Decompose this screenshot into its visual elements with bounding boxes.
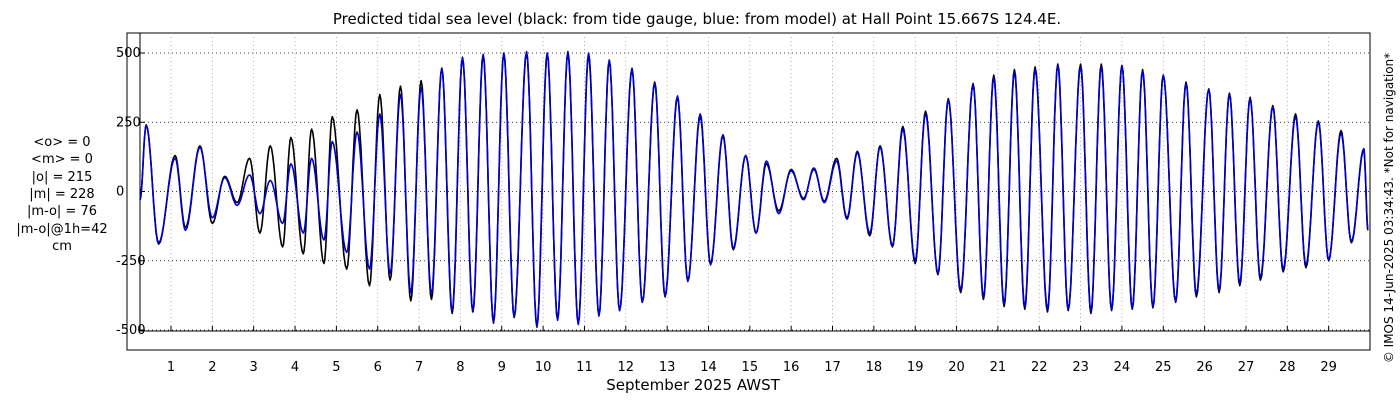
stat-mean-observed: <o> = 0	[33, 135, 90, 150]
x-tick-label: 10	[535, 360, 552, 375]
x-tick-label: 20	[948, 360, 965, 375]
inner-axes-box	[139, 32, 1371, 332]
x-tick-label: 6	[374, 360, 382, 375]
stats-label: <o> = 0 <m> = 0 |o| = 215 |m| = 228 |m-o…	[16, 135, 107, 254]
x-axis-label: September 2025 AWST	[606, 376, 780, 394]
y-tick-label: 250	[116, 115, 141, 130]
stat-abs-diff-1h: |m-o|@1h=42	[16, 222, 107, 237]
x-tick-label: 4	[291, 360, 299, 375]
x-tick-label: 16	[783, 360, 800, 375]
x-tick-label: 14	[700, 360, 717, 375]
x-tick-label: 24	[1114, 360, 1131, 375]
series-tide-gauge	[139, 52, 1369, 327]
x-tick-label: 29	[1320, 360, 1337, 375]
x-tick-label: 12	[618, 360, 635, 375]
x-tick-label: 7	[415, 360, 423, 375]
x-tick-label: 5	[332, 360, 340, 375]
series-model	[139, 50, 1369, 328]
series-group	[139, 50, 1369, 328]
x-tick-label: 21	[990, 360, 1007, 375]
stat-abs-diff: |m-o| = 76	[27, 204, 97, 219]
x-tick-label: 13	[659, 360, 676, 375]
x-tick-label: 1	[167, 360, 175, 375]
chart-title: Predicted tidal sea level (black: from t…	[333, 10, 1061, 28]
x-tick-label: 17	[824, 360, 841, 375]
x-tick-label: 15	[742, 360, 759, 375]
x-tick-label: 8	[456, 360, 464, 375]
x-tick-label: 19	[907, 360, 924, 375]
x-tick-label: 23	[1072, 360, 1089, 375]
x-tick-label: 9	[498, 360, 506, 375]
y-tick-label: -500	[116, 323, 146, 338]
y-tick-label: 500	[116, 46, 141, 61]
x-tick-label: 25	[1155, 360, 1172, 375]
credit-text: © IMOS 14-Jun-2025 03:34:43. *Not for na…	[1382, 53, 1396, 363]
x-tick-label: 27	[1238, 360, 1255, 375]
x-tick-label: 26	[1196, 360, 1213, 375]
stat-abs-observed: |o| = 215	[32, 170, 93, 185]
x-tick-label: 3	[250, 360, 258, 375]
grid	[140, 33, 1370, 331]
x-tick-label: 18	[866, 360, 883, 375]
stat-abs-model: |m| = 228	[29, 187, 94, 202]
x-tick-label: 22	[1031, 360, 1048, 375]
x-tick-label: 2	[208, 360, 216, 375]
y-tick-label: -250	[116, 254, 146, 269]
y-axis-ticks: -500 -250 0 250 500	[116, 46, 146, 338]
y-tick-label: 0	[116, 185, 124, 200]
x-axis-ticks: 1 2 3 4 5 6 7 8 9 10 11 12 13 14 15 16 17 18 19 20 21 22 23 24 2…	[167, 326, 1337, 375]
x-tick-label: 11	[576, 360, 593, 375]
stat-unit: cm	[52, 239, 72, 254]
x-tick-label: 28	[1279, 360, 1296, 375]
stat-mean-model: <m> = 0	[31, 152, 93, 167]
